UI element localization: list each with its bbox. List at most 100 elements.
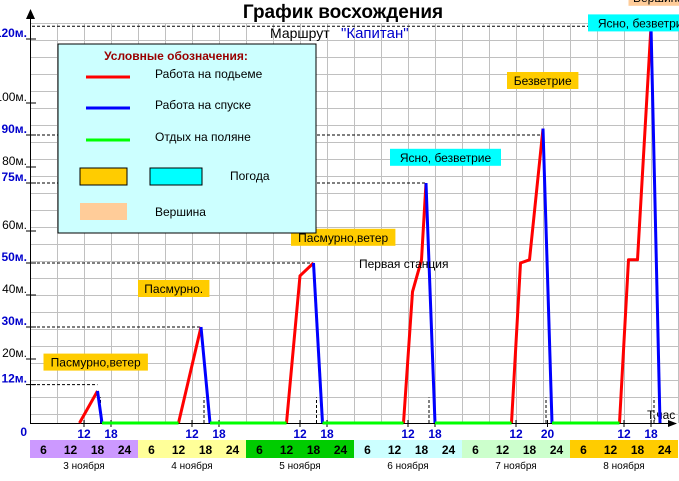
day-hour-label: 18: [199, 443, 213, 457]
x-tick-label: 12: [185, 427, 199, 441]
day-hour-label: 6: [148, 443, 155, 457]
weather-box: [628, 0, 679, 6]
day-hour-label: 18: [523, 443, 537, 457]
day-label: 5 ноября: [279, 460, 320, 472]
x-tick-label: 18: [428, 427, 442, 441]
series-line: [510, 128, 545, 424]
day-hour-label: 6: [472, 443, 479, 457]
day-hour-label: 24: [118, 443, 132, 457]
day-hour-label: 6: [364, 443, 371, 457]
series-line: [177, 326, 203, 424]
series-line: [541, 128, 554, 424]
day-hour-label: 18: [307, 443, 321, 457]
day-band: [462, 440, 570, 458]
weather-box: [390, 148, 501, 166]
day-hour-label: 6: [580, 443, 587, 457]
series-line: [78, 390, 99, 424]
day-hour-label: 24: [550, 443, 564, 457]
weather-label: Безветрие: [514, 74, 572, 88]
day-hour-label: 24: [658, 443, 672, 457]
x-tick-label: 12: [617, 427, 631, 441]
day-hour-label: 24: [442, 443, 456, 457]
legend-label: Погода: [230, 169, 270, 183]
day-label: 4 ноября: [171, 460, 212, 472]
day-hour-label: 12: [388, 443, 402, 457]
route-name: "Капитан": [341, 25, 409, 42]
day-hour-label: 24: [334, 443, 348, 457]
day-band: [570, 440, 678, 458]
day-hour-label: 18: [415, 443, 429, 457]
day-hour-label: 12: [604, 443, 618, 457]
x-tick-label: 18: [104, 427, 118, 441]
weather-label: Пасмурно,ветер: [298, 231, 388, 245]
series-line: [96, 390, 104, 424]
day-hour-label: 18: [91, 443, 105, 457]
weather-label: Пасмурно,ветер: [51, 356, 141, 370]
day-hour-label: 6: [40, 443, 47, 457]
series-line: [402, 182, 428, 424]
x-tick-label: 18: [320, 427, 334, 441]
y-axis-arrow: [26, 9, 35, 19]
x-tick-label: 12: [77, 427, 91, 441]
weather-label: Ясно, безветрие: [598, 16, 679, 30]
x-axis-arrow: [668, 420, 677, 427]
day-label: 3 ноября: [63, 460, 104, 472]
x-tick-label: 20: [541, 427, 555, 441]
series-line: [649, 26, 662, 424]
y-tick-label: 80м.: [2, 154, 27, 168]
day-label: 6 ноября: [387, 460, 428, 472]
weather-box: [588, 14, 679, 32]
legend-swatch-box: [149, 167, 203, 186]
x-tick-label: 12: [293, 427, 307, 441]
legend-label: Работа на подьеме: [155, 67, 263, 81]
x-tick-label: 18: [212, 427, 226, 441]
weather-box: [507, 72, 579, 89]
route-label: Маршрут: [270, 25, 330, 41]
y-tick-label: 60м.: [2, 218, 27, 232]
legend-label: Работа на спуске: [155, 98, 251, 112]
series-ascent: [78, 26, 653, 424]
day-label: 7 ноября: [495, 460, 536, 472]
series-line: [618, 26, 653, 424]
legend-label: Отдых на поляне: [155, 130, 251, 144]
series-descent: [96, 26, 662, 424]
day-hour-label: 12: [172, 443, 186, 457]
y-tick-label: 75м.: [1, 170, 27, 184]
weather-box: [43, 353, 148, 371]
day-band: [30, 440, 138, 458]
day-band: [138, 440, 246, 458]
day-hour-label: 6: [256, 443, 263, 457]
legend-label: Вершина: [155, 205, 206, 219]
series-line: [424, 182, 437, 424]
y-tick-label: 100м.: [0, 90, 27, 104]
weather-box: [138, 280, 210, 297]
y-tick-label: 12м.: [1, 372, 27, 386]
day-hour-label: 12: [64, 443, 78, 457]
day-band: [354, 440, 462, 458]
annotation-label: Первая станция: [359, 257, 448, 271]
weather-label: Ясно, безветрие: [400, 151, 492, 165]
x-tick-label: 12: [509, 427, 523, 441]
series-line: [285, 261, 315, 424]
series-line: [312, 262, 324, 424]
y-tick-label: 120м.: [0, 26, 27, 40]
x-tick-label: 12: [401, 427, 415, 441]
y-tick-label: 50м.: [1, 250, 27, 264]
legend-swatch-box: [80, 203, 127, 220]
day-hour-label: 12: [496, 443, 510, 457]
legend-title: Условные обозначения:: [104, 49, 248, 63]
y-tick-label: 40м.: [2, 282, 27, 296]
day-band: [246, 440, 354, 458]
series-line: [199, 326, 212, 424]
weather-label: Вершина: [633, 0, 679, 5]
day-hour-label: 18: [631, 443, 645, 457]
y-tick-label: 90м.: [1, 122, 27, 136]
y-tick-label: 30м.: [1, 314, 27, 328]
day-label: 8 ноября: [603, 460, 644, 472]
x-tick-label: 18: [644, 427, 658, 441]
chart-title: График восхождения: [243, 2, 443, 23]
y-tick-label: 20м.: [2, 346, 27, 360]
weather-label: Пасмурно.: [144, 282, 203, 296]
